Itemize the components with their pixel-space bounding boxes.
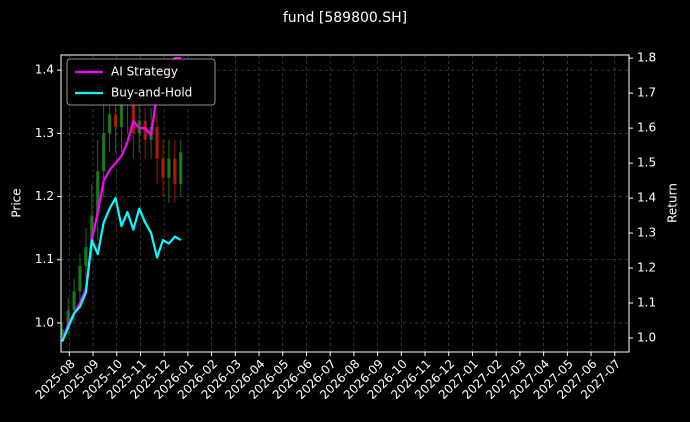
candle-body	[96, 171, 100, 216]
legend-label: Buy-and-Hold	[111, 86, 192, 100]
candle-body	[66, 310, 70, 330]
y-tick-label: 1.3	[35, 126, 54, 140]
candle-body	[173, 158, 177, 184]
y2-tick-label: 1.8	[637, 51, 656, 65]
candle-body	[90, 215, 94, 248]
y2-tick-label: 1.1	[637, 296, 656, 310]
candle-body	[84, 247, 88, 267]
candle-body	[155, 127, 159, 159]
candle-body	[161, 158, 165, 178]
line-series	[61, 196, 182, 342]
y-axis-label: Price	[10, 188, 24, 217]
legend-box	[66, 58, 216, 106]
candle-body	[102, 133, 106, 172]
y-tick-label: 1.4	[35, 63, 54, 77]
y-tick-label: 1.2	[35, 189, 54, 203]
y2-tick-label: 1.3	[637, 226, 656, 240]
y2-axis-label: Return	[666, 183, 680, 223]
candle-body	[113, 114, 118, 128]
candle-body	[143, 120, 147, 140]
plot-frame	[60, 54, 630, 353]
y2-tick-label: 1.5	[637, 156, 656, 170]
y-tick-label: 1.1	[35, 252, 54, 266]
y2-tick-label: 1.6	[637, 121, 656, 135]
chart-title: fund [589800.SH]	[283, 10, 407, 26]
y2-tick-label: 1.2	[637, 261, 656, 275]
y2-tick-label: 1.0	[637, 331, 656, 345]
candle-body	[72, 291, 76, 311]
candle-body	[167, 158, 171, 178]
y2-tick-label: 1.4	[637, 191, 656, 205]
candle-body	[131, 95, 135, 134]
candle-body	[61, 329, 64, 336]
candle-body	[107, 114, 112, 134]
y-tick-label: 1.0	[35, 315, 54, 329]
y2-tick-label: 1.7	[637, 86, 656, 100]
candle-body	[179, 152, 183, 184]
candle-body	[119, 101, 124, 128]
legend-label: AI Strategy	[111, 65, 178, 79]
candle-body	[78, 266, 82, 292]
